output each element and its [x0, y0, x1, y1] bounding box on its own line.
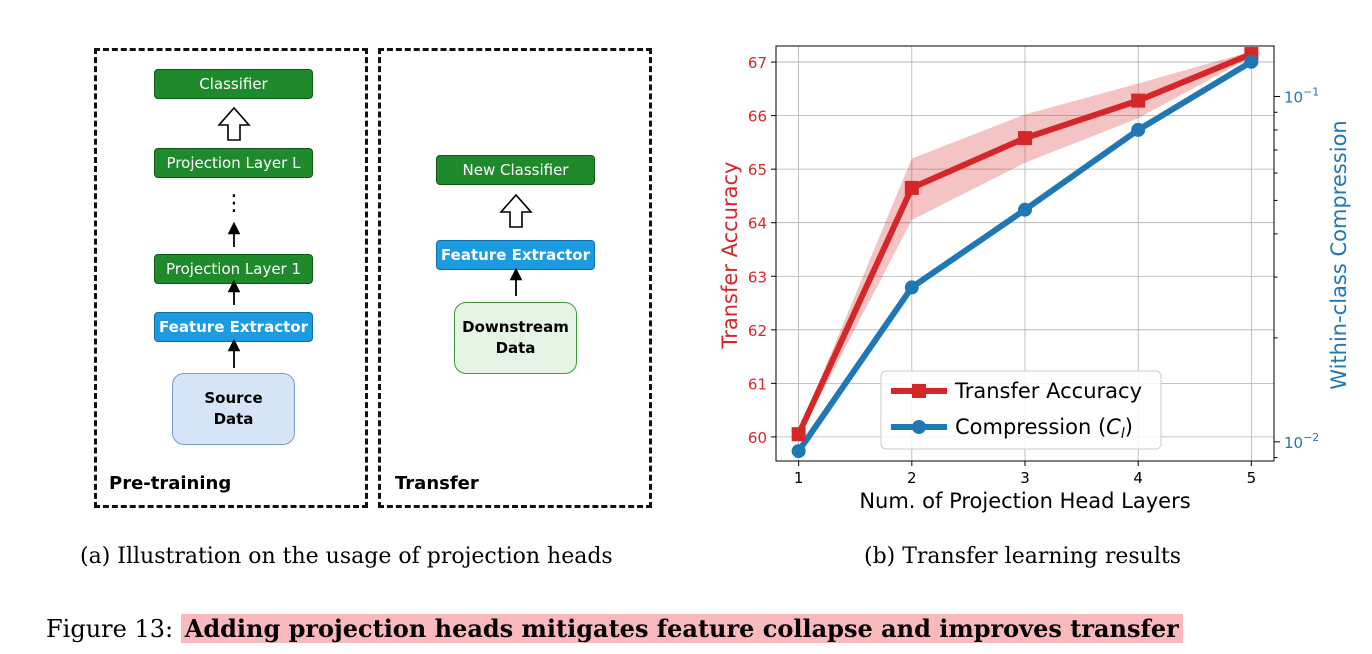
- legend-compression-label: Compression (Cl): [955, 415, 1133, 442]
- y-left-tick-label: 62: [748, 322, 767, 340]
- legend-compression-sub: l: [1121, 426, 1125, 442]
- transfer-panel: [378, 48, 652, 508]
- y-left-tick-label: 64: [748, 215, 767, 233]
- x-axis-label: Num. of Projection Head Layers: [859, 489, 1190, 513]
- transfer-label: Transfer: [395, 473, 479, 494]
- x-tick-label: 2: [907, 469, 917, 487]
- legend-frame: [880, 370, 1162, 450]
- new-classifier-box: New Classifier: [436, 155, 595, 185]
- downstream-data-line2: Data: [495, 339, 536, 357]
- x-tick-label: 5: [1247, 469, 1257, 487]
- x-tick-label: 1: [794, 469, 804, 487]
- y-right-tick-label: 10−1: [1284, 85, 1319, 106]
- y-left-tick-label: 61: [748, 375, 767, 393]
- y-left-tick-label: 60: [748, 429, 767, 447]
- compression-point: [791, 444, 806, 459]
- compression-point: [1018, 202, 1032, 217]
- y-left-tick-label: 65: [748, 161, 767, 179]
- y-left-tick-label: 67: [748, 54, 767, 72]
- projection-layer-l-box: Projection Layer L: [154, 148, 313, 178]
- figure-caption: Figure 13: Adding projection heads mitig…: [46, 614, 1183, 643]
- source-data-box: Source Data: [172, 373, 295, 445]
- accuracy-point: [904, 180, 919, 195]
- source-data-line2: Data: [213, 410, 254, 428]
- legend-compression-marker: [912, 420, 926, 434]
- ellipsis-dots: ⋮: [223, 190, 245, 216]
- y-axis-left-label: Transfer Accuracy: [718, 162, 742, 350]
- figure-highlighted-text: Adding projection heads mitigates featur…: [180, 614, 1183, 643]
- series-markers-layer: [791, 47, 1259, 459]
- y-right-tick-base: 10: [1284, 88, 1303, 106]
- compression-point: [904, 280, 919, 295]
- legend-accuracy-marker: [912, 384, 926, 398]
- y-left-tick-label: 63: [748, 268, 767, 286]
- y-right-tick-exponent: −1: [1303, 85, 1319, 98]
- accuracy-point: [1131, 93, 1146, 108]
- chart-legend: Transfer Accuracy Compression (Cl): [880, 370, 1162, 450]
- accuracy-point: [1018, 131, 1032, 146]
- figure-number: Figure 13:: [46, 615, 174, 643]
- compression-point: [1244, 54, 1259, 69]
- x-tick-label: 4: [1133, 469, 1143, 487]
- y-right-tick-label: 10−2: [1284, 431, 1319, 452]
- y-axis-right-label: Within-class Compression: [1327, 120, 1351, 389]
- transfer-feature-extractor-box: Feature Extractor: [436, 240, 595, 270]
- caption-b: (b) Transfer learning results: [864, 544, 1181, 569]
- legend-compression-var: C: [1106, 415, 1121, 439]
- pretraining-label: Pre-training: [109, 473, 232, 494]
- y-right-tick-exponent: −2: [1303, 431, 1319, 444]
- legend-compression-close: ): [1125, 415, 1133, 439]
- downstream-data-line1: Downstream: [462, 318, 569, 336]
- accuracy-point: [791, 427, 806, 442]
- pretraining-panel: [94, 48, 368, 508]
- source-data-line1: Source: [204, 389, 263, 407]
- compression-point: [1131, 122, 1146, 137]
- y-left-tick-label: 66: [748, 108, 767, 126]
- caption-a: (a) Illustration on the usage of project…: [80, 544, 613, 569]
- legend-accuracy-label: Transfer Accuracy: [954, 379, 1142, 403]
- legend-compression-name: Compression (: [955, 415, 1106, 439]
- downstream-data-box: Downstream Data: [454, 302, 577, 374]
- classifier-box: Classifier: [154, 69, 313, 99]
- x-tick-label: 3: [1020, 469, 1030, 487]
- y-right-tick-base: 10: [1284, 434, 1303, 452]
